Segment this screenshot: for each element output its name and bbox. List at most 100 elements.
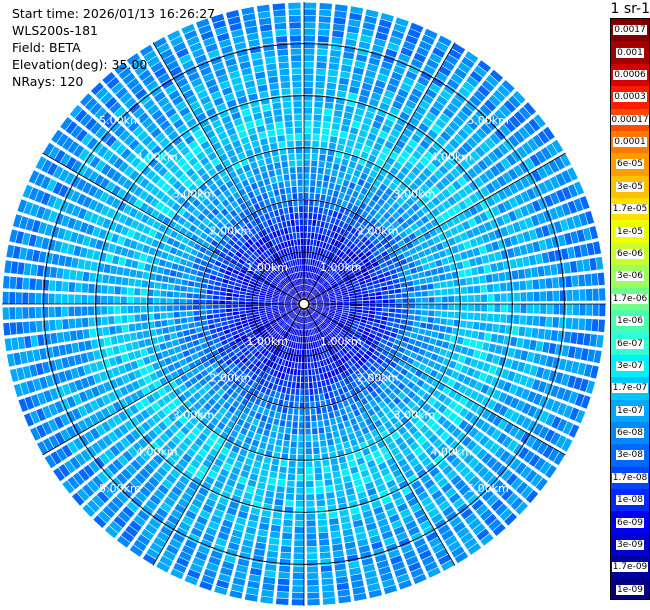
range-gate-cell: [150, 127, 162, 139]
range-gate-cell: [569, 407, 580, 421]
range-gate-cell: [367, 408, 376, 417]
range-gate-cell: [331, 464, 340, 472]
range-gate-cell: [301, 317, 303, 323]
range-gate-cell: [226, 507, 238, 516]
range-gate-cell: [425, 531, 439, 542]
range-gate-cell: [341, 329, 348, 334]
range-gate-cell: [117, 235, 126, 246]
range-gate-cell: [144, 523, 158, 535]
range-gate-cell: [322, 413, 329, 420]
range-gate-cell: [351, 205, 359, 213]
range-gate-cell: [307, 239, 311, 246]
range-gate-cell: [322, 359, 328, 366]
range-gate-cell: [323, 298, 330, 301]
range-gate-cell: [207, 167, 217, 177]
range-gate-cell: [120, 487, 133, 499]
range-gate-cell: [331, 537, 342, 545]
range-gate-cell: [274, 313, 280, 318]
range-gate-cell: [464, 329, 472, 338]
range-gate-cell: [426, 190, 435, 200]
range-gate-cell: [354, 230, 361, 238]
range-gate-cell: [339, 380, 346, 387]
range-gate-cell: [251, 365, 258, 373]
range-gate-cell: [311, 226, 316, 233]
range-gate-cell: [402, 304, 409, 309]
range-gate-cell: [318, 316, 324, 321]
range-gate-cell: [187, 569, 201, 580]
range-gate-cell: [204, 475, 215, 485]
range-gate-cell: [54, 240, 63, 253]
range-gate-cell: [335, 416, 343, 424]
range-gate-cell: [475, 256, 483, 266]
range-gate-cell: [408, 309, 415, 315]
range-gate-cell: [418, 271, 426, 279]
range-gate-cell: [155, 190, 165, 200]
range-gate-cell: [217, 397, 226, 406]
range-gate-cell: [350, 235, 357, 243]
range-gate-cell: [323, 308, 330, 311]
range-gate-cell: [285, 306, 292, 309]
range-gate-cell: [235, 564, 248, 574]
range-gate-cell: [310, 355, 314, 363]
range-gate-cell: [312, 127, 321, 134]
range-gate-cell: [141, 528, 154, 541]
range-gate-cell: [378, 19, 392, 29]
range-gate-cell: [260, 288, 268, 292]
range-gate-cell: [163, 125, 175, 136]
range-gate-cell: [356, 136, 366, 144]
range-gate-cell: [317, 247, 322, 254]
range-gate-cell: [143, 99, 155, 111]
range-gate-cell: [77, 258, 86, 270]
range-gate-cell: [278, 305, 285, 307]
range-gate-cell: [358, 325, 365, 330]
range-gate-cell: [306, 559, 318, 566]
range-gate-cell: [112, 459, 124, 471]
range-gate-cell: [106, 208, 116, 219]
range-gate-cell: [306, 292, 309, 298]
range-gate-cell: [328, 278, 334, 283]
range-gate-cell: [47, 195, 57, 208]
range-gate-cell: [247, 318, 254, 323]
range-gate-cell: [380, 282, 387, 287]
range-gate-cell: [333, 346, 339, 353]
range-gate-cell: [468, 475, 480, 487]
range-gate-cell: [86, 137, 98, 150]
range-gate-cell: [180, 311, 187, 317]
range-gate-cell: [427, 507, 440, 519]
range-gate-cell: [308, 308, 314, 313]
range-gate-cell: [209, 183, 218, 192]
range-gate-cell: [68, 294, 75, 304]
range-gate-cell: [432, 77, 445, 88]
range-gate-cell: [526, 351, 535, 363]
range-gate-cell: [51, 129, 63, 144]
range-gate-cell: [329, 323, 336, 329]
range-gate-cell: [336, 295, 343, 299]
range-gate-cell: [428, 304, 435, 310]
range-gate-cell: [307, 225, 312, 233]
range-gate-cell: [485, 74, 499, 88]
range-gate-cell: [483, 264, 492, 274]
range-gate-cell: [54, 400, 65, 414]
range-gate-cell: [385, 234, 394, 242]
range-gate-cell: [243, 252, 250, 259]
range-gate-cell: [28, 307, 36, 319]
range-gate-cell: [452, 115, 465, 127]
range-gate-cell: [311, 288, 315, 294]
range-gate-cell: [494, 293, 501, 302]
range-gate-cell: [291, 301, 298, 303]
range-gate-cell: [369, 307, 376, 311]
range-gate-cell: [458, 419, 469, 430]
range-gate-cell: [341, 414, 349, 422]
range-gate-cell: [118, 67, 132, 80]
range-gate-cell: [110, 139, 122, 152]
range-gate-cell: [362, 343, 370, 350]
range-gate-cell: [260, 314, 267, 318]
range-gate-cell: [381, 290, 389, 295]
range-gate-cell: [215, 276, 223, 282]
range-gate-cell: [266, 325, 273, 331]
range-gate-cell: [307, 316, 310, 323]
range-gate-cell: [82, 271, 90, 282]
range-gate-cell: [67, 476, 80, 490]
range-gate-cell: [179, 305, 186, 311]
range-gate-cell: [515, 400, 526, 412]
